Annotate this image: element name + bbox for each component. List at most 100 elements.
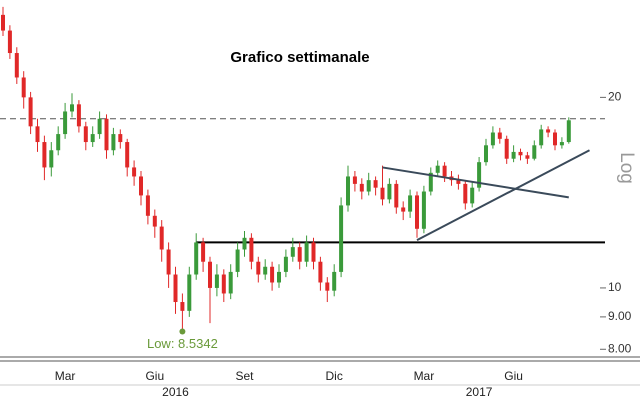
candle-body [7, 30, 12, 54]
candle-body [539, 129, 544, 146]
candle-body [553, 132, 557, 146]
candle-body [311, 242, 316, 262]
candle-body [132, 167, 137, 177]
candle-body [263, 266, 268, 275]
candle-body [111, 134, 116, 151]
candle-body [201, 242, 206, 262]
candle-body [566, 120, 571, 143]
candle-body [470, 187, 475, 204]
low-marker [179, 328, 186, 335]
candle-body [159, 226, 164, 250]
candle-body [559, 142, 564, 146]
candle-body [277, 271, 281, 283]
candle-body [290, 247, 295, 257]
y-tick-label: 9.00 [608, 309, 632, 323]
candle-body [42, 142, 47, 168]
x-tick-label: Giu [504, 369, 523, 383]
candle-body [339, 205, 344, 272]
candle-body [366, 180, 371, 192]
candle-body [504, 138, 509, 159]
candle-body [152, 215, 157, 227]
candle-body [49, 150, 54, 168]
candle-body [221, 274, 226, 294]
y-tick-label: 10 [608, 280, 622, 294]
chart-title: Grafico settimanale [230, 49, 369, 66]
candle-body [332, 271, 337, 291]
candle-body [35, 126, 40, 143]
candle-body [415, 195, 419, 229]
candle-body [401, 207, 406, 212]
candle-body [14, 53, 19, 78]
candle-body [180, 302, 185, 311]
scale-label: Log [616, 152, 637, 184]
candle-body [214, 274, 219, 288]
candle-body [187, 274, 192, 311]
candle-body [70, 104, 74, 112]
candle-body [1, 14, 5, 31]
candle-body [387, 183, 392, 200]
candle-body [235, 249, 240, 272]
x-tick-label: Dic [326, 369, 343, 383]
x-tick-label: Giu [145, 369, 164, 383]
candle-body [359, 183, 364, 192]
candle-body [139, 176, 143, 196]
low-annotation: Low: 8.5342 [147, 336, 218, 351]
candle-body [373, 180, 378, 188]
candle-body [173, 274, 178, 303]
trendline [416, 149, 590, 241]
candle-body [118, 134, 123, 143]
candle-body [346, 176, 350, 206]
year-label: 2017 [466, 385, 493, 399]
candle-body [421, 191, 426, 229]
candle-body [104, 118, 109, 151]
candle-body [318, 261, 323, 283]
candle-body [456, 180, 461, 184]
candle-body [428, 172, 433, 192]
candle-body [249, 237, 254, 262]
candle-body [304, 242, 309, 262]
candle-body [394, 183, 399, 208]
candle-body [63, 111, 68, 135]
candle-body [435, 165, 440, 173]
candle-body [463, 183, 468, 204]
candle-body [145, 195, 150, 216]
candle-body [28, 97, 33, 127]
candle-body [297, 247, 302, 262]
candle-body [352, 176, 357, 184]
x-tick-label: Mar [55, 369, 76, 383]
candle-body [242, 237, 247, 250]
candle-body [166, 249, 171, 275]
candle-body [125, 142, 130, 168]
candle-body [484, 145, 488, 163]
candle-body [56, 134, 61, 151]
candle-body [228, 271, 233, 294]
x-tick-label: Set [235, 369, 254, 383]
candle-body [532, 145, 537, 159]
candle-body [380, 187, 385, 200]
candle-body [408, 195, 413, 212]
candle-body [325, 282, 330, 291]
candle-body [490, 132, 495, 146]
candle-body [194, 242, 199, 275]
candle-body [90, 134, 95, 143]
candle-body [21, 77, 26, 98]
candle-body [497, 132, 502, 139]
candle-body [283, 256, 288, 272]
candle-body [83, 126, 88, 143]
trendline [382, 166, 569, 199]
y-tick-label: 8.00 [608, 341, 632, 355]
candle-body [518, 151, 523, 156]
candle-body [76, 104, 81, 127]
candle-body [442, 165, 447, 177]
candle-body [270, 266, 275, 283]
candle-body [208, 261, 212, 288]
candle-body [546, 129, 551, 133]
y-tick-label: 20 [608, 90, 622, 104]
candle-body [511, 151, 516, 159]
candle-body [256, 261, 261, 275]
year-label: 2016 [162, 385, 189, 399]
candle-body [97, 118, 102, 135]
candle-body [525, 155, 530, 159]
